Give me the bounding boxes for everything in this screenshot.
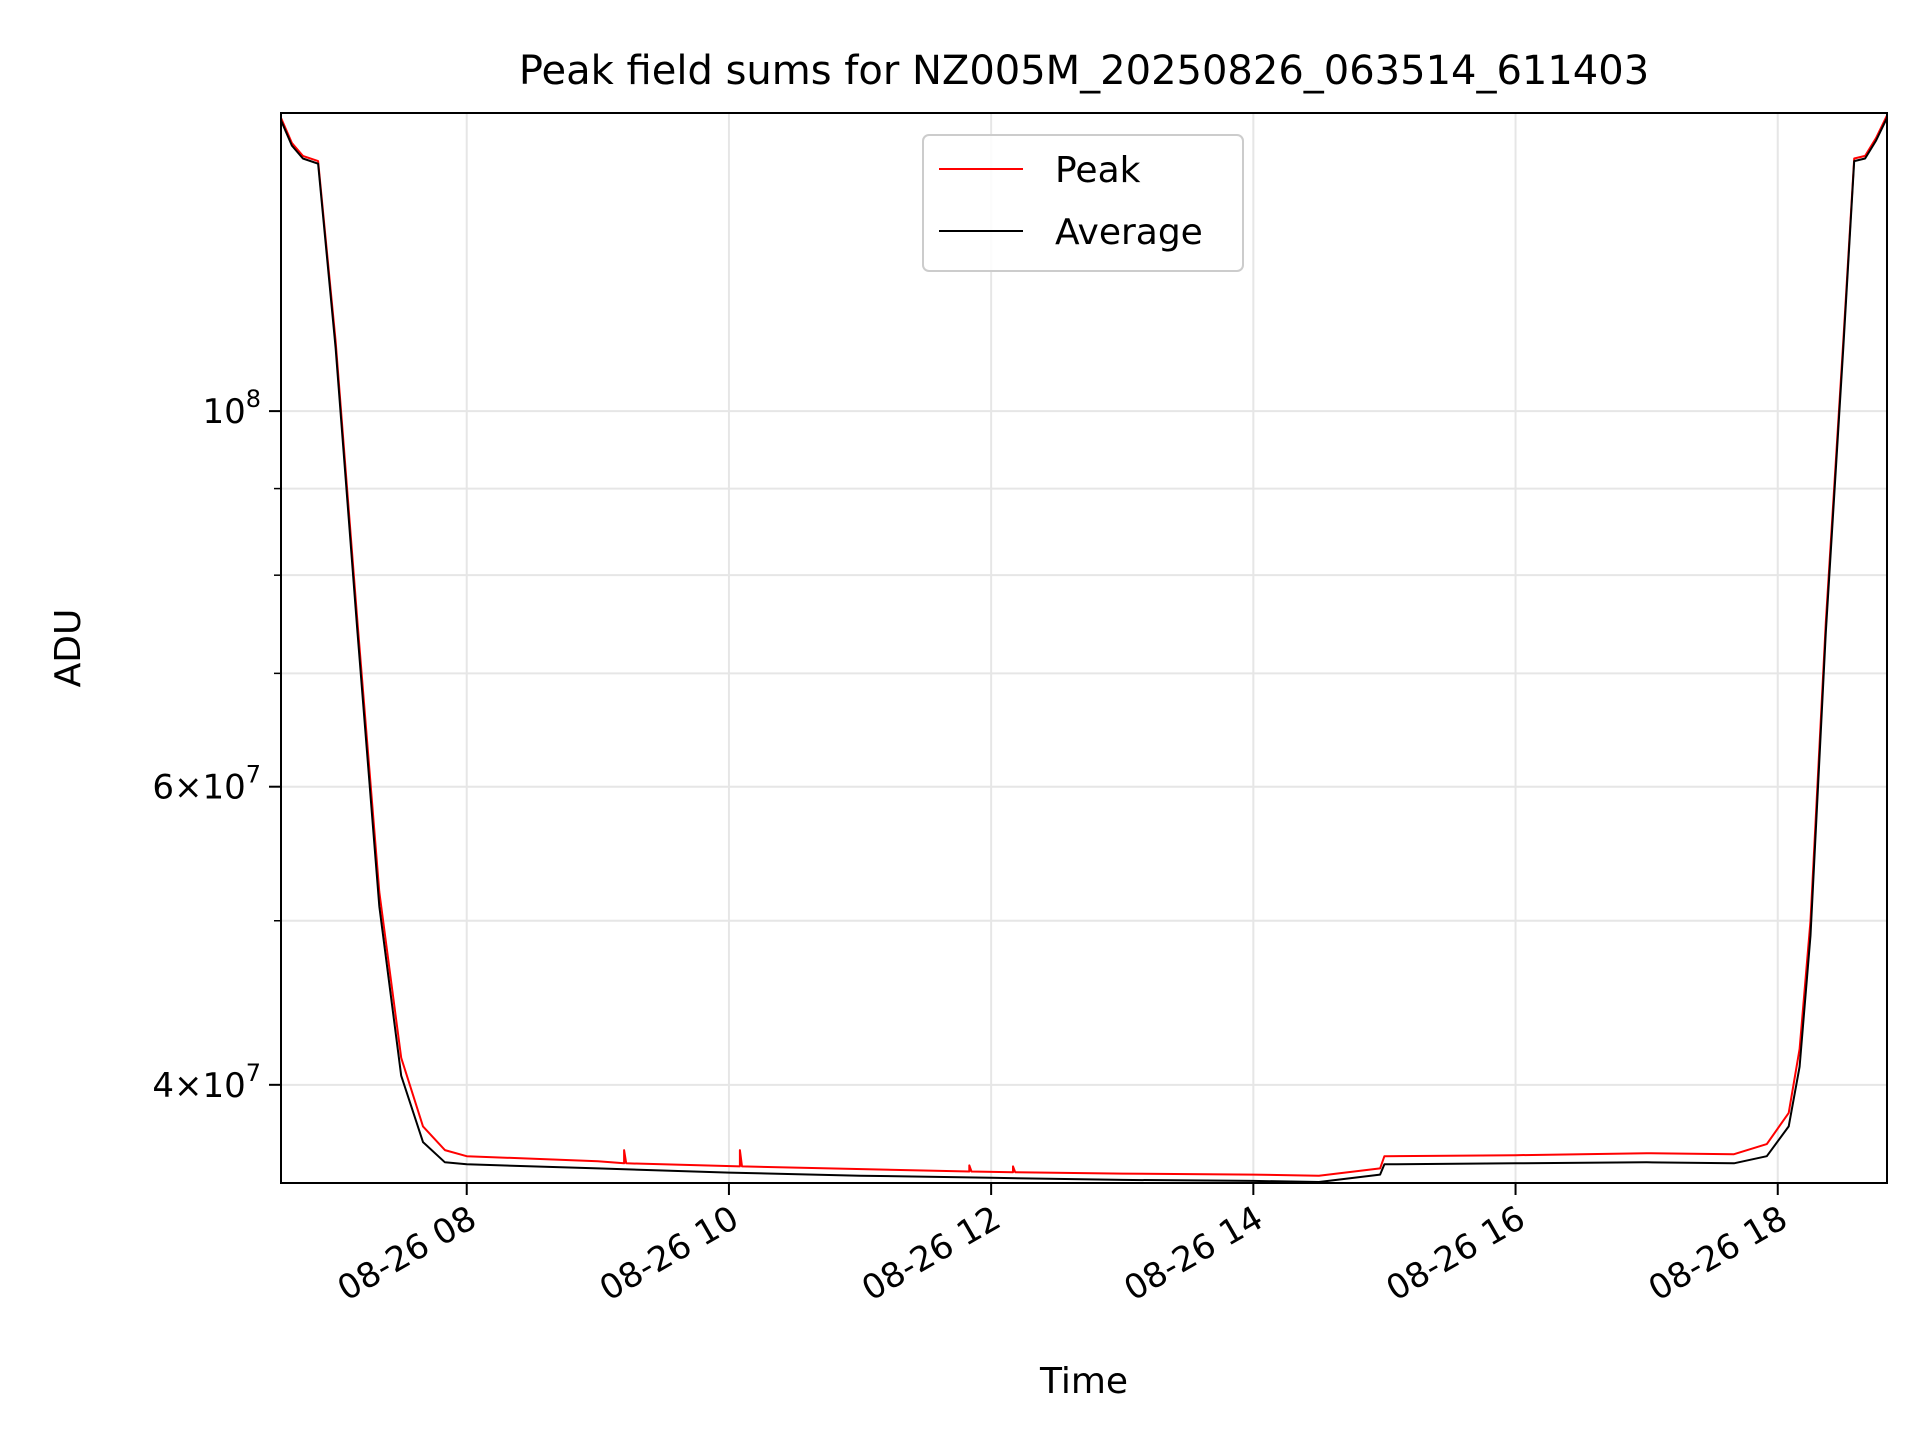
x-axis-label: Time [1039, 1361, 1128, 1402]
chart-title: Peak field sums for NZ005M_20250826_0635… [519, 48, 1649, 94]
legend-label-average: Average [1055, 212, 1203, 253]
legend: Peak Average [922, 134, 1244, 272]
legend-label-peak: Peak [1055, 150, 1141, 191]
y-tick-label-2: 4×107 [152, 1059, 261, 1106]
series-line-peak [281, 115, 1887, 1177]
y-tick-label-1: 6×107 [152, 761, 261, 808]
plot-frame [280, 112, 1888, 1184]
series-layer [281, 115, 1887, 1183]
series-line-average [281, 117, 1887, 1183]
y-axis-label: ADU [48, 609, 89, 688]
grid [281, 113, 1887, 1183]
y-tick-label-0: 108 [202, 385, 261, 432]
y-axis: 108 6×107 4×107 [152, 385, 281, 1106]
